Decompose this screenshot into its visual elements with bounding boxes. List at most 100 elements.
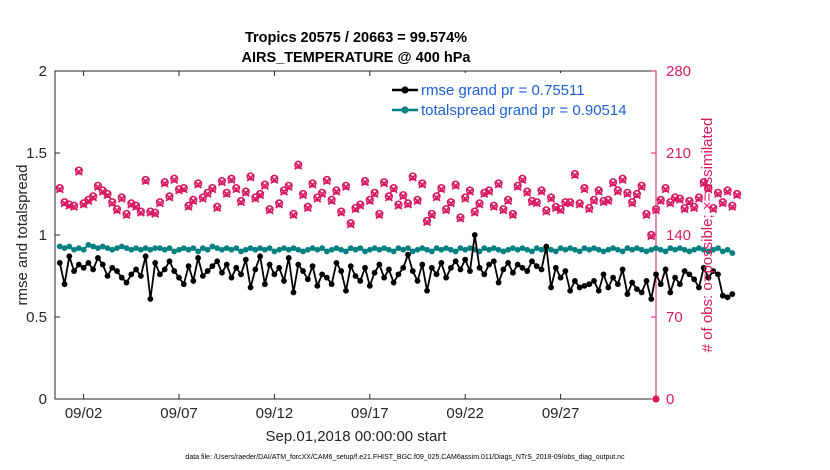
- rmse-point: [696, 284, 702, 291]
- totalspread-point: [395, 245, 402, 252]
- obs-possible-point: [384, 192, 393, 201]
- obs-possible-point: [394, 200, 403, 209]
- y-left-tick-label: 0: [39, 391, 47, 408]
- rmse-point: [219, 269, 225, 276]
- rmse-point: [715, 271, 721, 278]
- rmse-point: [362, 264, 368, 271]
- totalspread-point: [95, 245, 101, 252]
- totalspread-point: [66, 243, 73, 250]
- rmse-point: [99, 261, 106, 268]
- obs-assimilated-point: [151, 209, 160, 218]
- rmse-point: [357, 278, 364, 284]
- obs-assimilated-point: [704, 185, 713, 194]
- obs-possible-point: [227, 174, 236, 183]
- obs-assimilated-point: [694, 194, 703, 203]
- obs-assimilated-point: [308, 180, 317, 189]
- totalspread-point: [281, 245, 287, 252]
- obs-assimilated-point: [542, 207, 551, 216]
- obs-possible-point: [74, 166, 83, 175]
- obs-assimilated-point: [55, 185, 64, 194]
- obs-assimilated-point: [394, 201, 403, 210]
- obs-assimilated-point: [227, 175, 236, 184]
- obs-assimilated-point: [136, 208, 145, 217]
- obs-possible-point: [155, 198, 165, 207]
- obs-possible-point: [389, 184, 398, 193]
- obs-assimilated-point: [628, 199, 637, 208]
- rmse-point: [600, 271, 607, 278]
- totalspread-point: [548, 246, 554, 253]
- y-left-tick-label: 1: [39, 227, 47, 244]
- rmse-point: [333, 259, 340, 266]
- obs-possible-point: [661, 184, 670, 193]
- rmse-point: [400, 264, 407, 271]
- totalspread-point: [490, 245, 497, 252]
- obs-possible-point: [55, 184, 64, 193]
- rmse-point: [562, 268, 569, 274]
- totalspread-point: [686, 248, 693, 255]
- obs-assimilated-point: [413, 196, 422, 206]
- rmse-point: [80, 264, 87, 271]
- rmse-point: [634, 286, 640, 293]
- obs-assimilated-point: [480, 189, 489, 199]
- rmse-point: [161, 266, 168, 273]
- rmse-point: [261, 281, 268, 288]
- totalspread-point: [85, 241, 92, 248]
- obs-assimilated-point: [437, 185, 446, 194]
- legend-spread-label: totalspread grand pr = 0.90514: [421, 102, 627, 119]
- obs-assimilated-point: [236, 198, 246, 207]
- obs-possible-point: [723, 186, 732, 195]
- rmse-point: [500, 266, 507, 273]
- totalspread-point: [99, 243, 106, 250]
- rmse-point: [343, 287, 349, 294]
- obs-possible-point: [618, 174, 627, 183]
- obs-possible-point: [298, 189, 308, 199]
- rmse-point: [338, 268, 345, 274]
- totalspread-point: [123, 245, 130, 252]
- totalspread-point: [614, 246, 621, 253]
- obs-possible-point: [337, 207, 346, 216]
- obs-possible-point: [675, 194, 684, 203]
- rmse-point: [85, 259, 92, 266]
- rmse-point: [252, 266, 259, 273]
- totalspread-point: [190, 245, 197, 252]
- obs-possible-point: [232, 184, 241, 193]
- obs-possible-point: [422, 216, 432, 226]
- obs-possible-point: [108, 198, 117, 207]
- totalspread-point: [319, 245, 326, 252]
- obs-assimilated-point: [246, 173, 255, 182]
- obs-assimilated-point: [489, 202, 498, 211]
- totalspread-point: [228, 246, 235, 253]
- obs-possible-point: [174, 185, 184, 194]
- totalspread-point: [128, 246, 135, 253]
- obs-possible-point: [685, 196, 694, 206]
- obs-possible-point: [203, 188, 212, 197]
- rmse-point: [495, 279, 502, 286]
- rmse-point: [66, 253, 73, 260]
- totalspread-point: [719, 248, 726, 255]
- rmse-point: [281, 278, 287, 284]
- totalspread-point: [323, 248, 330, 255]
- rmse-point: [199, 273, 206, 279]
- rmse-point: [576, 284, 583, 291]
- obs-possible-point: [623, 188, 632, 197]
- totalspread-point: [409, 248, 416, 255]
- rmse-point: [228, 274, 235, 281]
- obs-possible-point: [265, 205, 274, 214]
- totalspread-point: [428, 248, 435, 255]
- obs-assimilated-point: [709, 205, 718, 214]
- totalspread-point: [538, 246, 545, 253]
- totalspread-point: [710, 246, 717, 253]
- obs-assimilated-point: [494, 180, 503, 189]
- obs-possible-point: [608, 178, 618, 187]
- obs-possible-point: [489, 201, 498, 210]
- totalspread-point: [61, 245, 68, 252]
- obs-assimilated-point: [408, 173, 417, 182]
- obs-possible-point: [318, 188, 327, 197]
- obs-assimilated-point: [217, 178, 226, 187]
- x-axis: 09/02 09/07 09/12 09/17 09/22 09/27: [65, 71, 579, 422]
- rmse-point: [505, 259, 512, 266]
- rmse-point: [123, 279, 130, 286]
- obs-possible-point: [713, 188, 723, 197]
- obs-assimilated-point: [713, 189, 723, 199]
- obs-assimilated-point: [465, 187, 475, 196]
